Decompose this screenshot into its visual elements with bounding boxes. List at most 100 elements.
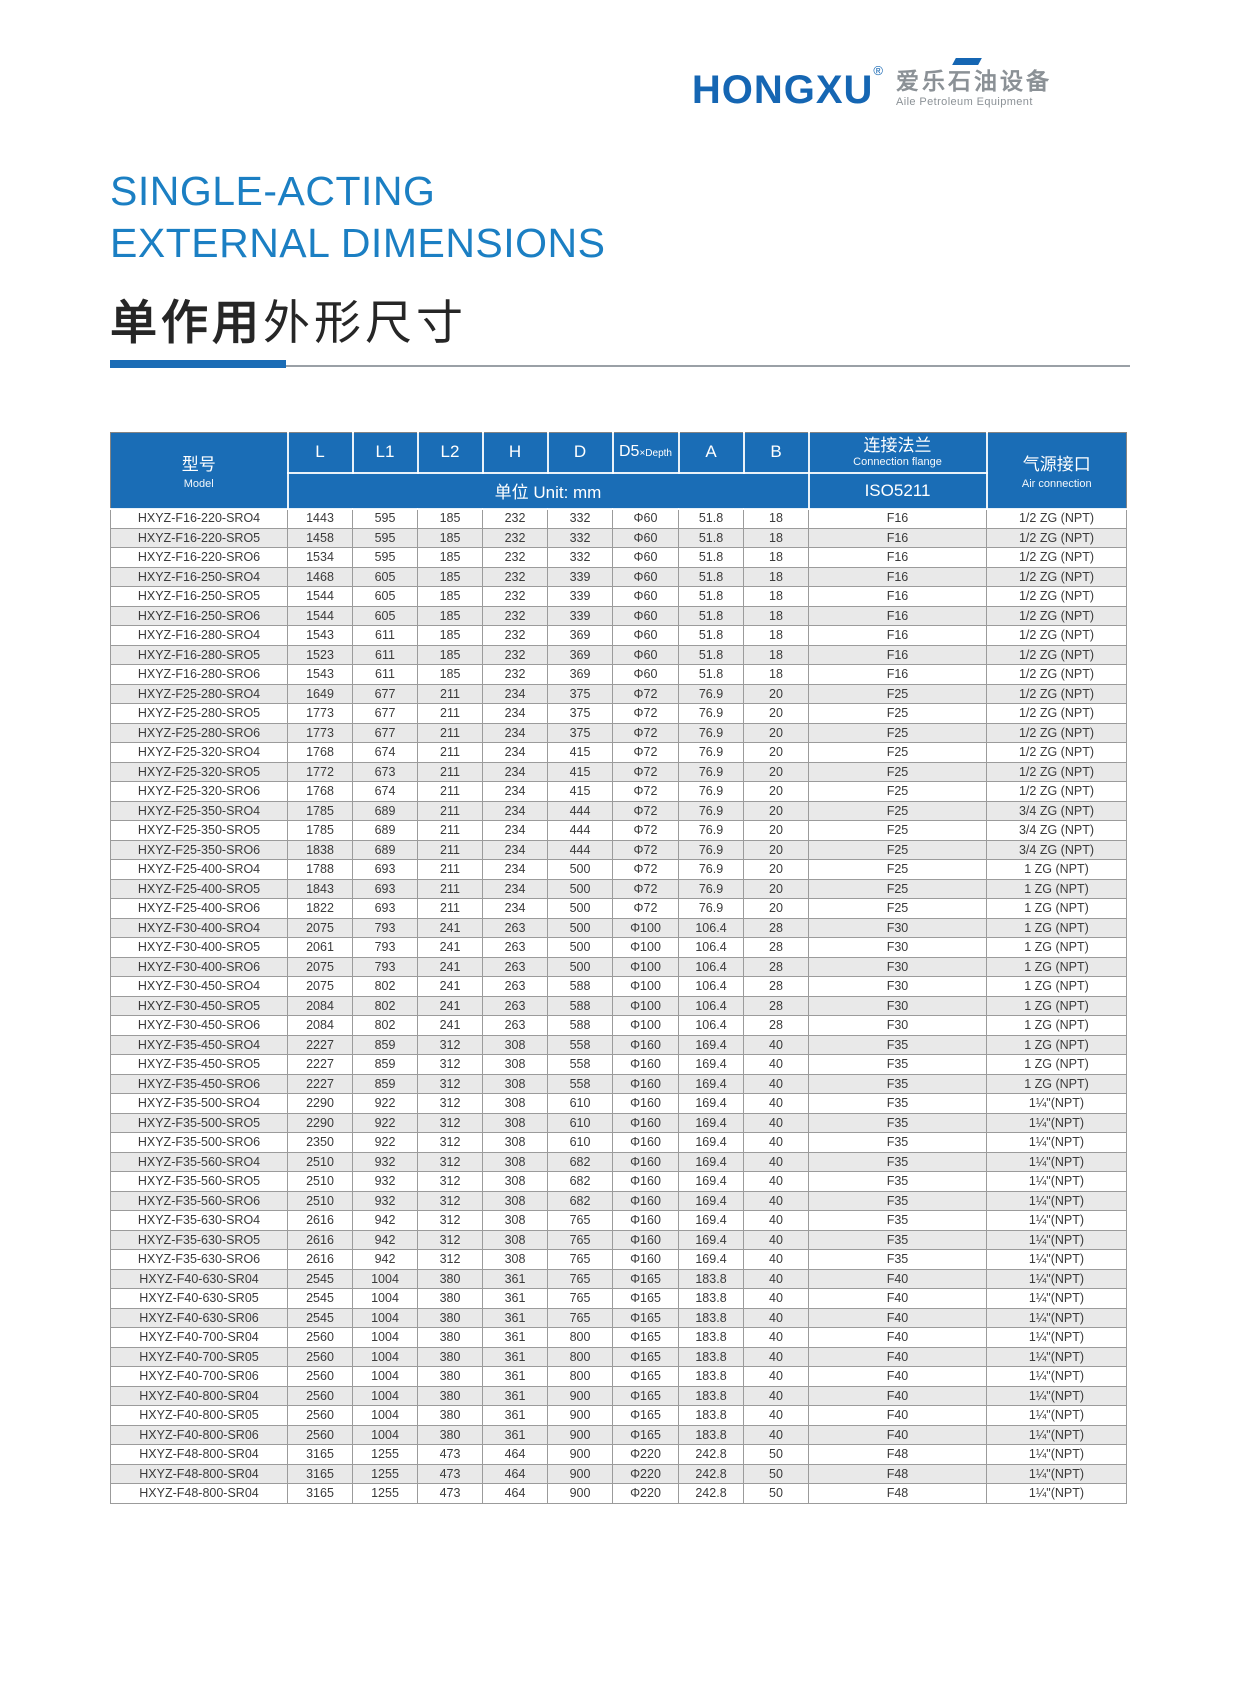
value-cell: 234 [482, 878, 548, 899]
value-cell: 2061 [287, 937, 353, 958]
value-cell: 76.9 [678, 898, 744, 919]
value-cell: 1 ZG (NPT) [986, 859, 1127, 880]
value-cell: 689 [352, 839, 418, 860]
table-row: HXYZ-F40-630-SR05 2545 1004 380 361 765 Φ165 18… [110, 1288, 1127, 1309]
value-cell: 232 [482, 644, 548, 665]
value-cell: 611 [352, 664, 418, 685]
table-row: HXYZ-F35-500-SRO4 2290 922 312 308 610 Φ160 169… [110, 1093, 1127, 1114]
value-cell: F16 [808, 527, 987, 548]
model-cell: HXYZ-F25-350-SRO5 [110, 820, 288, 841]
value-cell: Φ72 [612, 761, 679, 782]
value-cell: 169.4 [678, 1112, 744, 1133]
value-cell: 20 [743, 683, 809, 704]
value-cell: 464 [482, 1483, 548, 1504]
model-cell: HXYZ-F40-800-SR06 [110, 1424, 288, 1445]
value-cell: 380 [417, 1307, 483, 1328]
value-cell: 51.8 [678, 605, 744, 626]
value-cell: 1/2 ZG (NPT) [986, 664, 1127, 685]
value-cell: 263 [482, 1015, 548, 1036]
value-cell: 185 [417, 586, 483, 607]
table-row: HXYZ-F25-320-SRO5 1772 673 211 234 415 Φ72 76.9… [110, 761, 1127, 782]
value-cell: 76.9 [678, 859, 744, 880]
value-cell: Φ60 [612, 586, 679, 607]
value-cell: 1¼"(NPT) [986, 1288, 1127, 1309]
value-cell: 693 [352, 898, 418, 919]
value-cell: 1/2 ZG (NPT) [986, 625, 1127, 646]
value-cell: 51.8 [678, 586, 744, 607]
value-cell: 211 [417, 703, 483, 724]
value-cell: 211 [417, 742, 483, 763]
value-cell: F35 [808, 1151, 987, 1172]
value-cell: 1443 [287, 508, 353, 529]
value-cell: 1 ZG (NPT) [986, 1073, 1127, 1094]
value-cell: 942 [352, 1249, 418, 1270]
value-cell: 234 [482, 800, 548, 821]
value-cell: 765 [547, 1229, 613, 1250]
value-cell: Φ160 [612, 1093, 679, 1114]
value-cell: Φ100 [612, 937, 679, 958]
value-cell: 183.8 [678, 1385, 744, 1406]
col-header-model-en: Model [183, 478, 214, 491]
table-row: HXYZ-F16-250-SRO6 1544 605 185 232 339 Φ60 51.8… [110, 605, 1127, 626]
value-cell: 800 [547, 1346, 613, 1367]
value-cell: 40 [743, 1249, 809, 1270]
value-cell: 1¼"(NPT) [986, 1112, 1127, 1133]
value-cell: F25 [808, 781, 987, 802]
value-cell: Φ60 [612, 566, 679, 587]
value-cell: 76.9 [678, 742, 744, 763]
value-cell: F40 [808, 1424, 987, 1445]
table-row: HXYZ-F48-800-SR04 3165 1255 473 464 900 Φ220 24… [110, 1483, 1127, 1504]
value-cell: 20 [743, 761, 809, 782]
value-cell: 2075 [287, 956, 353, 977]
value-cell: 1255 [352, 1444, 418, 1465]
value-cell: 185 [417, 605, 483, 626]
value-cell: 922 [352, 1132, 418, 1153]
value-cell: Φ160 [612, 1171, 679, 1192]
value-cell: 588 [547, 976, 613, 997]
value-cell: 332 [547, 527, 613, 548]
value-cell: 18 [743, 527, 809, 548]
value-cell: 312 [417, 1073, 483, 1094]
table-row: HXYZ-F35-500-SRO5 2290 922 312 308 610 Φ160 169… [110, 1112, 1127, 1133]
value-cell: 1004 [352, 1385, 418, 1406]
model-cell: HXYZ-F30-400-SRO5 [110, 937, 288, 958]
value-cell: 40 [743, 1307, 809, 1328]
value-cell: 682 [547, 1190, 613, 1211]
col-header-flange-en: Connection flange [853, 455, 942, 468]
value-cell: 3/4 ZG (NPT) [986, 839, 1127, 860]
value-cell: 500 [547, 859, 613, 880]
value-cell: 51.8 [678, 547, 744, 568]
value-cell: F40 [808, 1307, 987, 1328]
value-cell: 610 [547, 1093, 613, 1114]
value-cell: F40 [808, 1385, 987, 1406]
model-cell: HXYZ-F35-560-SRO6 [110, 1190, 288, 1211]
table-row: HXYZ-F40-700-SR06 2560 1004 380 361 800 Φ165 18… [110, 1366, 1127, 1387]
value-cell: 1¼"(NPT) [986, 1366, 1127, 1387]
value-cell: 169.4 [678, 1073, 744, 1094]
model-cell: HXYZ-F40-700-SR06 [110, 1366, 288, 1387]
value-cell: Φ100 [612, 917, 679, 938]
value-cell: 2560 [287, 1327, 353, 1348]
value-cell: F40 [808, 1405, 987, 1426]
model-cell: HXYZ-F25-400-SRO5 [110, 878, 288, 899]
value-cell: 18 [743, 566, 809, 587]
value-cell: 308 [482, 1073, 548, 1094]
value-cell: F25 [808, 820, 987, 841]
title-divider [110, 360, 1130, 368]
model-cell: HXYZ-F16-220-SRO5 [110, 527, 288, 548]
value-cell: 588 [547, 995, 613, 1016]
value-cell: 1468 [287, 566, 353, 587]
value-cell: 1 ZG (NPT) [986, 1015, 1127, 1036]
model-cell: HXYZ-F25-320-SRO6 [110, 781, 288, 802]
value-cell: 211 [417, 898, 483, 919]
value-cell: 1/2 ZG (NPT) [986, 781, 1127, 802]
value-cell: 1649 [287, 683, 353, 704]
col-header-L2: L2 [416, 432, 484, 474]
value-cell: F48 [808, 1483, 987, 1504]
model-cell: HXYZ-F35-450-SRO4 [110, 1034, 288, 1055]
value-cell: 1534 [287, 547, 353, 568]
value-cell: 1¼"(NPT) [986, 1327, 1127, 1348]
model-cell: HXYZ-F16-220-SRO4 [110, 508, 288, 529]
value-cell: F16 [808, 644, 987, 665]
model-cell: HXYZ-F25-400-SRO6 [110, 898, 288, 919]
